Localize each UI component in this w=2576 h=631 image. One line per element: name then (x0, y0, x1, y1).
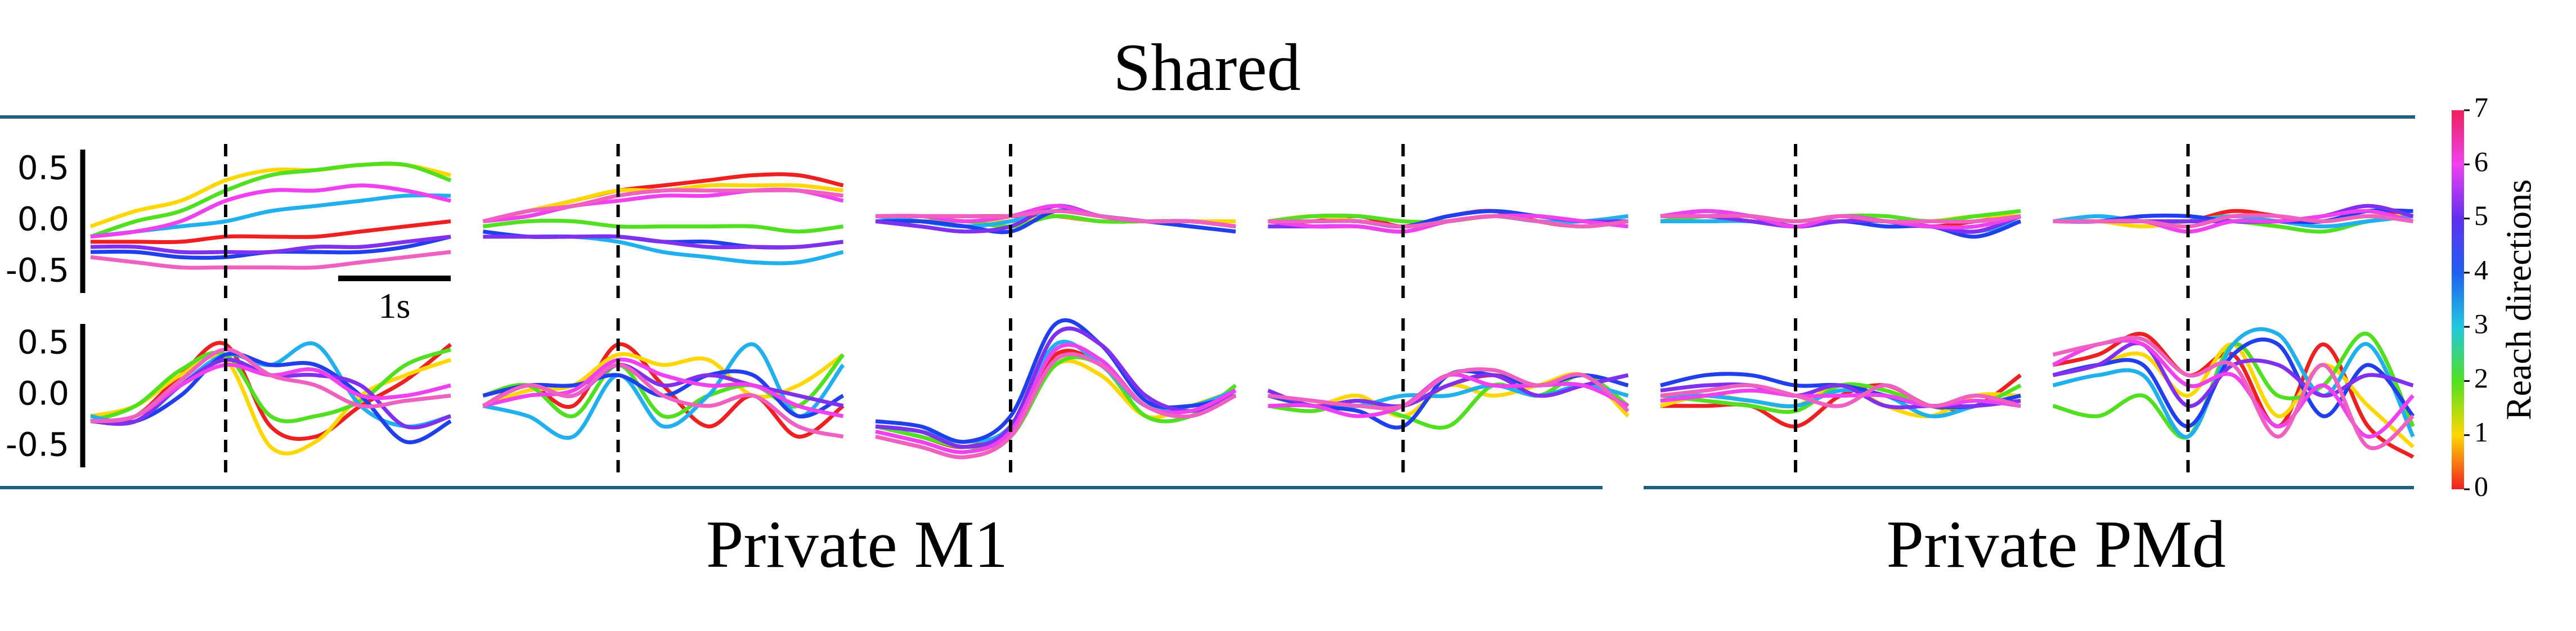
colorbar-tick-label: 4 (2474, 254, 2488, 285)
colorbar-tick-label: 0 (2474, 470, 2488, 502)
panel (482, 144, 844, 304)
y-tick-label: -0.5 (6, 251, 69, 290)
trace (2053, 213, 2413, 229)
private-m1-title: Private M1 (706, 507, 1008, 582)
trace (90, 219, 451, 245)
panel: 0.5 0.0 -0.5 (6, 318, 452, 479)
trace (482, 363, 844, 439)
y-tick-label: 0.0 (17, 375, 69, 413)
trace (1268, 214, 1628, 229)
trace (875, 342, 1237, 454)
trace (1660, 387, 2021, 418)
colorbar-tick-label: 6 (2474, 146, 2488, 177)
trace (1660, 382, 2021, 409)
trace (482, 357, 844, 418)
colorbar-tick-label: 5 (2474, 200, 2488, 231)
trace (483, 234, 843, 250)
panel (2053, 144, 2414, 304)
y-tick-label: -0.5 (6, 426, 69, 464)
panel (1267, 318, 1630, 479)
trace (875, 352, 1237, 459)
trace (875, 318, 1236, 444)
colorbar-tick-label: 2 (2474, 362, 2488, 394)
trace (89, 348, 452, 423)
colorbar-tick-label: 1 (2474, 416, 2488, 448)
trace (2052, 335, 2415, 450)
trace (90, 235, 451, 255)
scale-bar-label: 1s (379, 286, 411, 326)
panel (1660, 144, 2022, 304)
trace (875, 355, 1237, 449)
trace (482, 188, 843, 223)
panel (875, 318, 1237, 479)
panel (482, 318, 845, 479)
panel: 0.5 0.0 -0.5 1s (6, 144, 452, 326)
trace (1267, 373, 1629, 409)
trace (1268, 367, 1630, 413)
trace (1660, 383, 2021, 408)
trace (483, 229, 843, 250)
trace (483, 187, 844, 223)
colorbar-tick-label: 7 (2474, 91, 2488, 123)
colorbar-label: Reach directions (2499, 179, 2539, 420)
trace (89, 161, 452, 239)
colorbar (2452, 110, 2464, 489)
trace (483, 218, 843, 234)
panel (875, 144, 1236, 304)
trace (90, 351, 452, 444)
panel (1268, 144, 1628, 304)
trace (90, 250, 451, 270)
trace (1660, 388, 2021, 408)
panel (2052, 318, 2415, 479)
y-tick-label: 0.0 (17, 200, 69, 238)
trace (2052, 341, 2414, 408)
trace (1267, 369, 1629, 430)
private-pmd-title: Private PMd (1886, 507, 2225, 582)
shared-title: Shared (1113, 30, 1300, 105)
trace (2052, 337, 2415, 429)
y-tick-label: 0.5 (17, 149, 69, 187)
trace (2052, 327, 2415, 439)
trace (482, 342, 845, 440)
trace (875, 326, 1237, 449)
trace (1661, 214, 2021, 224)
trace (876, 209, 1236, 229)
trace (90, 183, 451, 239)
trace (482, 352, 845, 408)
y-tick-label: 0.5 (17, 323, 69, 362)
panel (1660, 318, 2022, 479)
colorbar-tick-label: 3 (2474, 308, 2488, 340)
trace (90, 348, 451, 423)
